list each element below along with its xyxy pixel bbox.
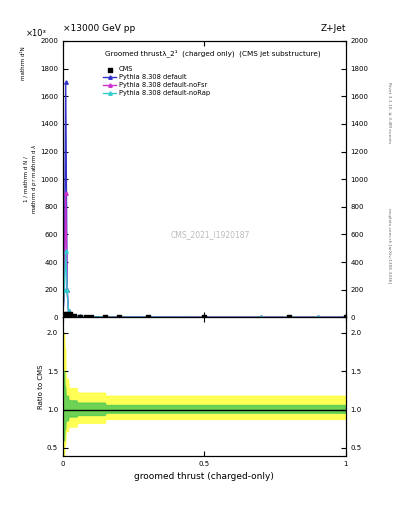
Legend: CMS, Pythia 8.308 default, Pythia 8.308 default-noFsr, Pythia 8.308 default-noRa: CMS, Pythia 8.308 default, Pythia 8.308 … bbox=[103, 67, 210, 96]
Pythia 8.308 default bbox=[259, 314, 263, 321]
CMS bbox=[286, 313, 292, 322]
Pythia 8.308 default bbox=[103, 314, 108, 320]
Pythia 8.308 default-noRap bbox=[145, 314, 150, 320]
Pythia 8.308 default-noRap bbox=[343, 314, 348, 321]
Pythia 8.308 default-noRap bbox=[202, 314, 207, 321]
Pythia 8.308 default-noRap bbox=[103, 314, 108, 320]
Text: mcplots.cern.ch [arXiv:1306.3436]: mcplots.cern.ch [arXiv:1306.3436] bbox=[387, 208, 391, 283]
Pythia 8.308 default-noFsr bbox=[259, 314, 263, 321]
Text: CMS_2021_I1920187: CMS_2021_I1920187 bbox=[170, 230, 250, 239]
Pythia 8.308 default bbox=[69, 312, 74, 318]
Pythia 8.308 default-noFsr bbox=[77, 313, 82, 319]
Text: Rivet 3.1.10, ≥ 3.4M events: Rivet 3.1.10, ≥ 3.4M events bbox=[387, 82, 391, 143]
CMS bbox=[61, 310, 68, 318]
CMS bbox=[88, 313, 94, 321]
CMS bbox=[77, 312, 83, 321]
Pythia 8.308 default-noRap bbox=[77, 313, 82, 319]
Pythia 8.308 default bbox=[117, 314, 122, 320]
Pythia 8.308 default-noRap bbox=[117, 314, 122, 320]
Y-axis label: 1 / mathrm d N /
mathrm d $p_T$ mathrm d $\lambda$: 1 / mathrm d N / mathrm d $p_T$ mathrm d… bbox=[24, 144, 39, 215]
Pythia 8.308 default-noFsr bbox=[61, 312, 65, 318]
CMS bbox=[67, 310, 73, 318]
Pythia 8.308 default bbox=[343, 314, 348, 321]
Line: Pythia 8.308 default-noRap: Pythia 8.308 default-noRap bbox=[61, 249, 347, 319]
Pythia 8.308 default-noFsr bbox=[315, 314, 320, 321]
CMS bbox=[102, 313, 108, 321]
Pythia 8.308 default-noFsr bbox=[117, 314, 122, 320]
CMS bbox=[64, 310, 70, 318]
Pythia 8.308 default-noFsr bbox=[343, 314, 348, 321]
CMS bbox=[343, 313, 349, 322]
Pythia 8.308 default-noFsr bbox=[145, 314, 150, 320]
Line: Pythia 8.308 default-noFsr: Pythia 8.308 default-noFsr bbox=[61, 191, 347, 319]
Pythia 8.308 default bbox=[61, 312, 65, 318]
X-axis label: groomed thrust (charged-only): groomed thrust (charged-only) bbox=[134, 472, 274, 481]
Pythia 8.308 default-noRap bbox=[69, 312, 74, 318]
Pythia 8.308 default bbox=[66, 308, 71, 314]
Pythia 8.308 default-noRap bbox=[61, 312, 65, 318]
Pythia 8.308 default-noFsr bbox=[202, 314, 207, 321]
CMS bbox=[145, 313, 151, 321]
CMS bbox=[71, 312, 77, 320]
Pythia 8.308 default-noFsr bbox=[65, 287, 70, 293]
CMS bbox=[116, 313, 123, 321]
Text: Z+Jet: Z+Jet bbox=[320, 24, 346, 33]
Text: mathrm d²N: mathrm d²N bbox=[21, 47, 26, 80]
Text: ×13000 GeV pp: ×13000 GeV pp bbox=[63, 24, 135, 33]
Line: Pythia 8.308 default: Pythia 8.308 default bbox=[61, 81, 347, 319]
Pythia 8.308 default-noRap bbox=[66, 308, 71, 314]
Pythia 8.308 default-noRap bbox=[65, 287, 70, 293]
Pythia 8.308 default bbox=[62, 287, 67, 293]
Pythia 8.308 default-noRap bbox=[83, 314, 88, 320]
Text: ×10³: ×10³ bbox=[26, 29, 47, 38]
Pythia 8.308 default-noFsr bbox=[63, 190, 68, 196]
Pythia 8.308 default-noFsr bbox=[69, 312, 74, 318]
Pythia 8.308 default bbox=[89, 314, 94, 320]
CMS bbox=[83, 313, 89, 321]
Pythia 8.308 default bbox=[72, 313, 77, 319]
Pythia 8.308 default-noFsr bbox=[66, 308, 71, 314]
Pythia 8.308 default-noRap bbox=[315, 314, 320, 321]
Pythia 8.308 default-noRap bbox=[72, 313, 77, 319]
Pythia 8.308 default-noFsr bbox=[103, 314, 108, 320]
Pythia 8.308 default-noFsr bbox=[62, 287, 67, 293]
Pythia 8.308 default-noRap bbox=[63, 248, 68, 254]
Pythia 8.308 default-noFsr bbox=[83, 314, 88, 320]
Pythia 8.308 default bbox=[77, 313, 82, 319]
Pythia 8.308 default bbox=[145, 314, 150, 320]
Pythia 8.308 default-noFsr bbox=[72, 313, 77, 319]
Pythia 8.308 default-noRap bbox=[89, 314, 94, 320]
Pythia 8.308 default bbox=[65, 287, 70, 293]
Pythia 8.308 default bbox=[63, 79, 68, 86]
Pythia 8.308 default bbox=[202, 314, 207, 321]
CMS bbox=[201, 313, 208, 322]
Pythia 8.308 default-noRap bbox=[62, 287, 67, 293]
Text: Groomed thrustλ_2¹  (charged only)  (CMS jet substructure): Groomed thrustλ_2¹ (charged only) (CMS j… bbox=[105, 49, 321, 57]
Pythia 8.308 default-noRap bbox=[259, 314, 263, 321]
Pythia 8.308 default bbox=[83, 314, 88, 320]
Pythia 8.308 default-noFsr bbox=[89, 314, 94, 320]
Y-axis label: Ratio to CMS: Ratio to CMS bbox=[38, 365, 44, 409]
Pythia 8.308 default bbox=[315, 314, 320, 321]
